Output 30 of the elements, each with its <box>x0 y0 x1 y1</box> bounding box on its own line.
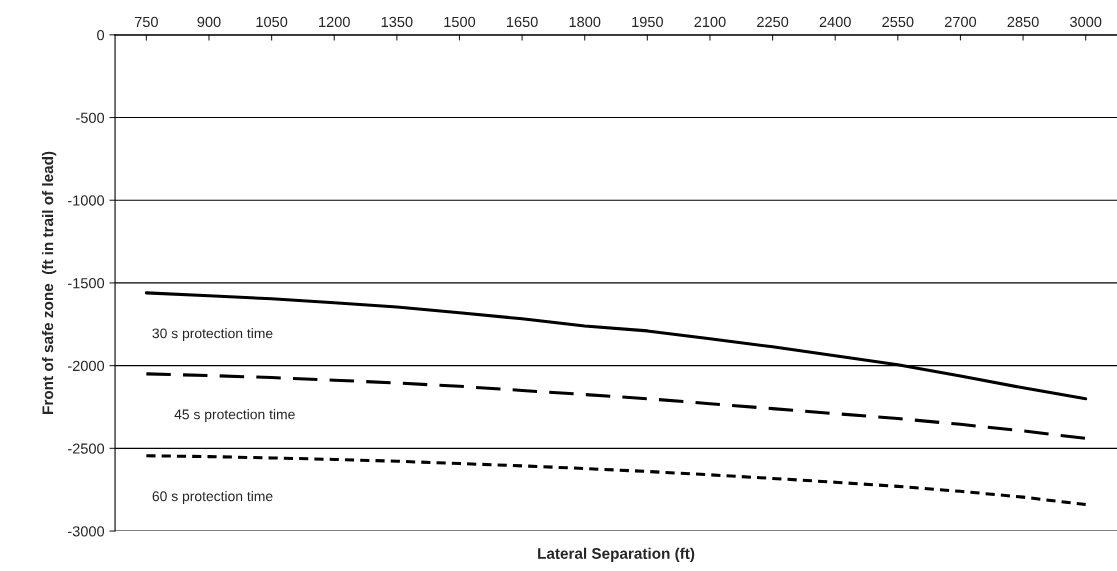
x-tick-label: 1500 <box>444 16 476 28</box>
x-tick-label: 1050 <box>256 16 288 28</box>
x-tick-label: 1200 <box>319 16 350 28</box>
x-tick-label: 2550 <box>882 16 914 28</box>
text: 60 s protection time <box>152 490 273 504</box>
y-tick-label: -1500 <box>67 278 105 289</box>
y-tick-label: 0 <box>97 29 105 41</box>
x-tick-label: 1800 <box>569 16 601 28</box>
x-tick-label: 2850 <box>1007 16 1039 28</box>
line-series <box>144 454 1088 507</box>
text: 45 s protection time <box>174 409 295 423</box>
text: 30 s protection time <box>152 328 273 341</box>
y-tick-label: -500 <box>76 112 105 123</box>
x-tick-label: 1950 <box>632 16 663 28</box>
x-tick-label: 2250 <box>757 16 789 28</box>
y-tick-label: -2000 <box>67 360 105 372</box>
x-axis-title: Lateral Separation (ft) <box>538 547 695 562</box>
x-tick-label: 750 <box>134 16 158 28</box>
x-tick-label: 2100 <box>694 16 726 28</box>
x-tick-label: 900 <box>197 16 221 28</box>
line-series <box>144 372 1088 440</box>
x-tick-label: 1650 <box>506 16 538 28</box>
y-tick-label: -1000 <box>67 195 105 206</box>
y-tick-label: -3000 <box>67 526 105 537</box>
x-tick-label: 2400 <box>819 16 851 28</box>
y-axis-title: Front of safe zone (ft in trail of lead) <box>41 151 57 414</box>
x-tick-label: 2700 <box>944 16 977 28</box>
x-tick-label: 3000 <box>1070 16 1102 28</box>
y-tick-label: -2500 <box>67 443 105 454</box>
x-tick-label: 1350 <box>381 16 413 28</box>
